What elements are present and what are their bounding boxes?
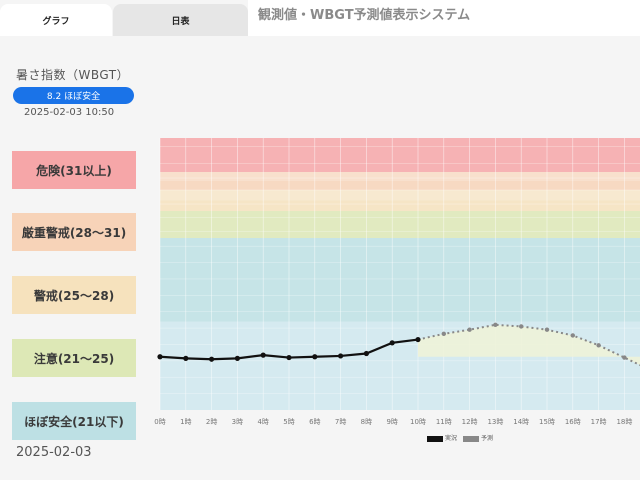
level-severe-warning: 厳重警戒(28～31) [12,213,136,251]
series-legend: 実況 予測 [427,433,493,442]
point-observed-2 [209,356,215,362]
point-observed-9 [389,340,395,346]
point-forecast-14 [519,324,524,329]
level-warning: 警戒(25～28) [12,276,136,314]
level-caution: 注意(21～25) [12,339,136,377]
x-tick-5: 5時 [283,418,294,426]
band-2 [160,190,640,211]
x-tick-6: 6時 [309,418,320,426]
point-observed-0 [157,354,163,360]
legend-forecast: 予測 [463,433,493,442]
x-tick-18: 18時 [616,418,632,426]
x-tick-10: 10時 [410,418,426,426]
point-forecast-18 [622,355,627,360]
forecast-fill-area [418,324,640,366]
band-stripe-1 [160,190,640,201]
level-almost-safe: ほぼ安全(21以下) [12,402,136,440]
page-title: 観測値・WBGT予測値表示システム [258,8,471,23]
observation-timestamp: 2025-02-03 10:50 [24,107,115,118]
point-observed-3 [234,355,240,361]
point-forecast-12 [467,327,472,332]
legend-observed-label: 実況 [445,435,458,442]
x-tick-4: 4時 [257,418,268,426]
point-observed-1 [183,355,189,361]
wbgt-status-badge: 8.2 ほぼ安全 [13,87,134,104]
legend-forecast-label: 予測 [481,435,494,442]
point-observed-10 [415,336,421,343]
x-tick-14: 14時 [513,418,529,426]
x-tick-3: 3時 [232,418,243,426]
tab-graph[interactable]: グラフ [0,4,112,36]
x-tick-2: 2時 [206,418,217,426]
x-tick-9: 9時 [386,418,397,426]
band-0 [160,138,640,172]
x-tick-12: 12時 [462,418,478,426]
point-observed-8 [363,350,369,357]
point-forecast-13 [493,322,498,328]
point-observed-7 [338,353,344,359]
band-stripe-0 [160,172,640,181]
legend-observed: 実況 [427,433,457,442]
band-1 [160,172,640,190]
x-tick-1: 1時 [180,418,191,426]
tab-daily-table[interactable]: 日表 [113,4,248,36]
forecast-swatch [463,435,480,442]
x-tick-11: 11時 [436,418,452,426]
point-forecast-11 [441,331,446,337]
point-observed-5 [286,354,292,361]
x-tick-15: 15時 [539,418,555,426]
x-tick-16: 16時 [565,418,581,426]
point-forecast-16 [570,333,575,338]
x-tick-0: 0時 [154,418,165,426]
x-tick-13: 13時 [487,418,503,426]
band-3 [160,211,640,238]
date-label: 2025-02-03 [16,445,92,460]
wbgt-index-label: 暑さ指数（WBGT） [16,68,130,82]
point-observed-4 [260,352,266,358]
x-tick-7: 7時 [335,418,346,426]
point-forecast-15 [544,327,550,332]
x-tick-8: 8時 [361,418,372,426]
observed-swatch [427,435,443,442]
point-observed-6 [312,354,318,360]
level-danger: 危険(31以上) [12,151,136,189]
x-tick-17: 17時 [591,418,607,426]
point-forecast-17 [596,343,601,348]
header-band [248,0,640,36]
